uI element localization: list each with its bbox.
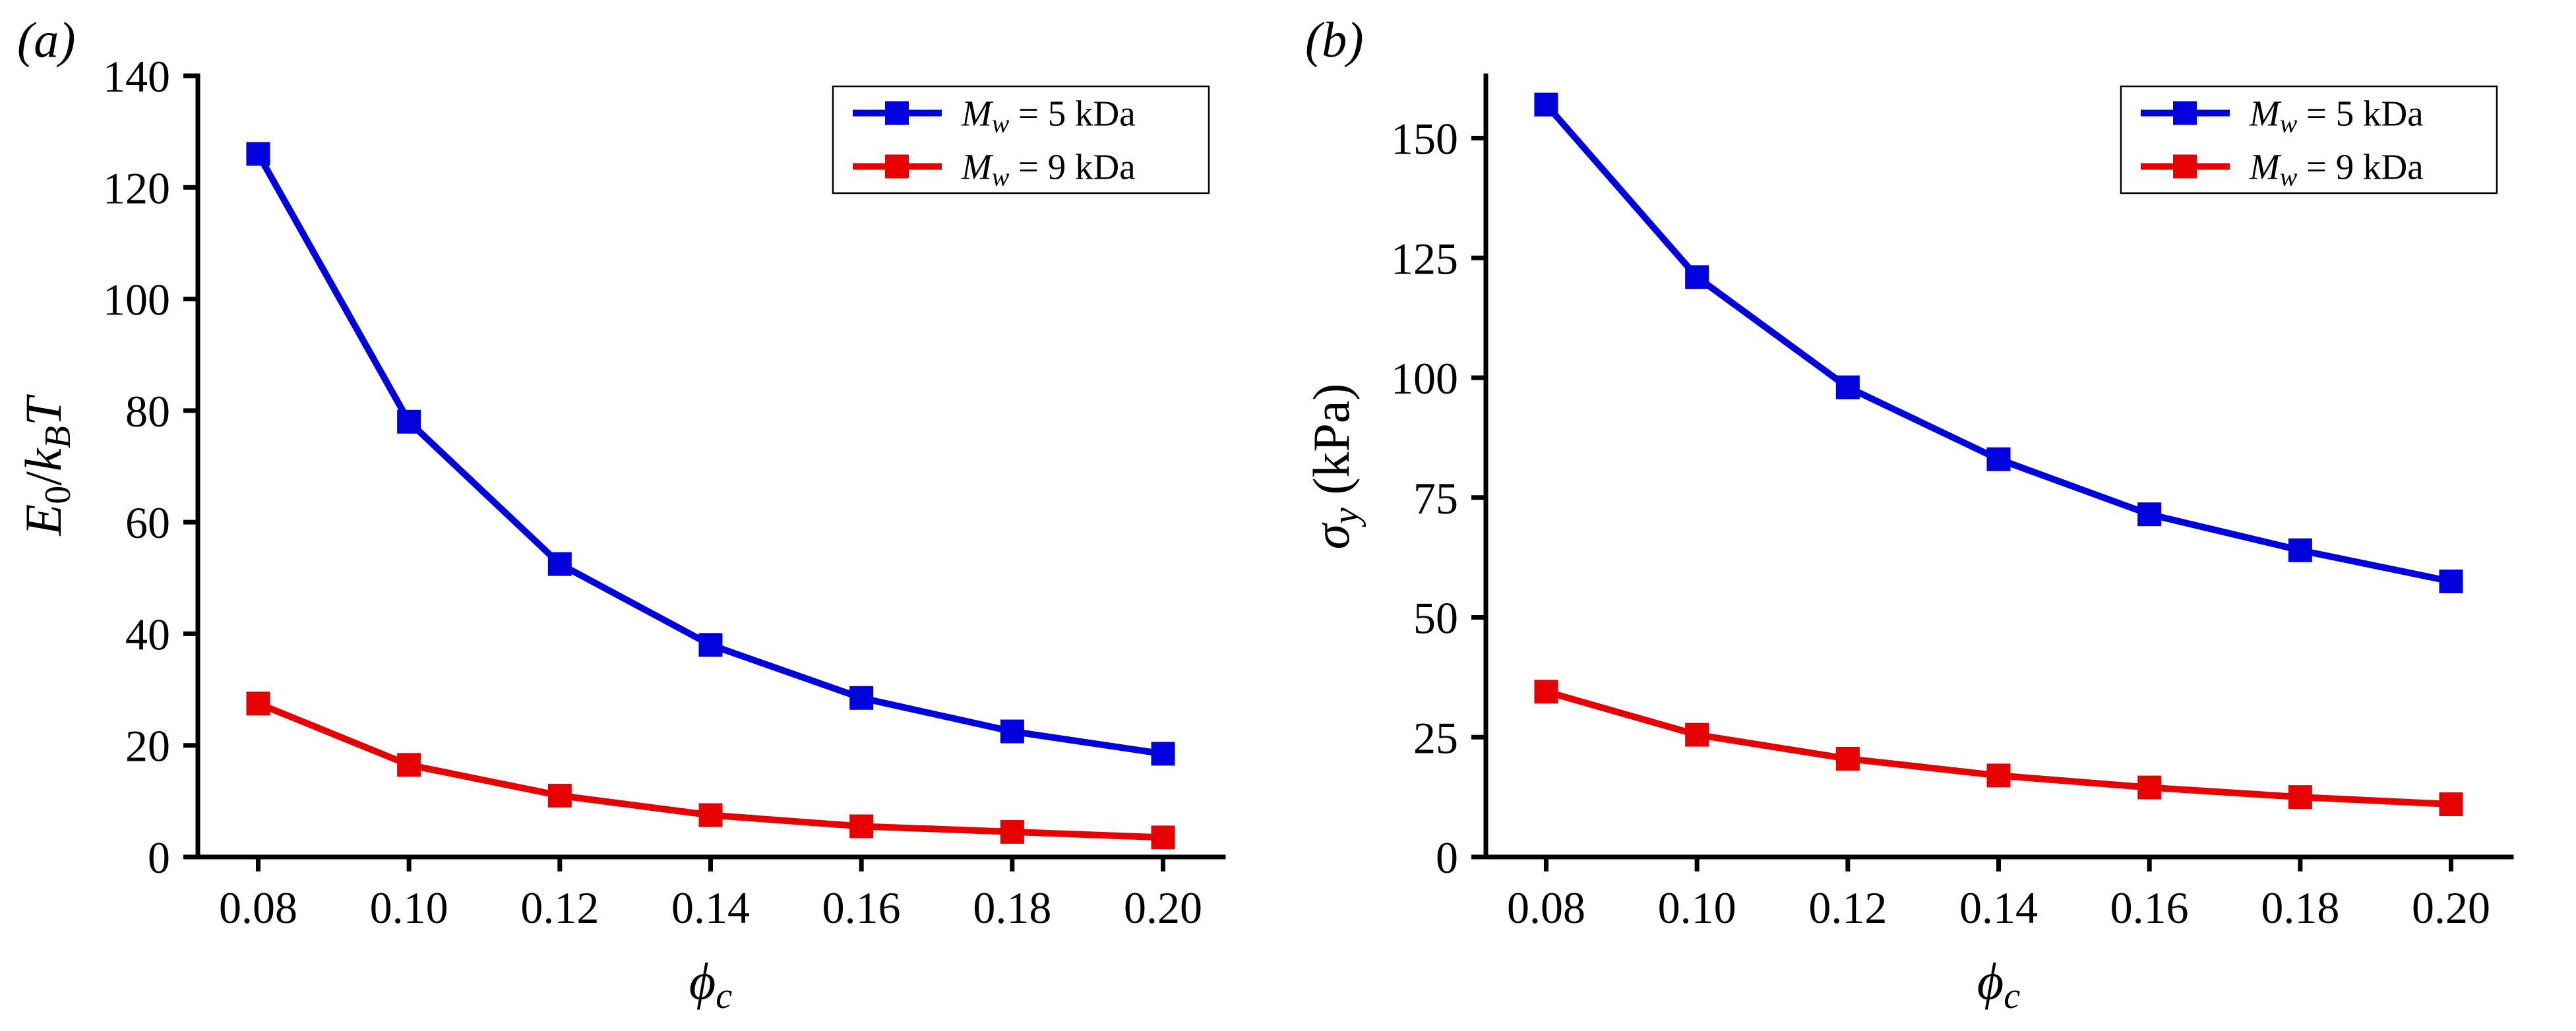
series-marker <box>1000 819 1024 844</box>
chart-panel-b: (b) 0.08 0.10 0.12 0.14 0.16 0.18 0.20 0 25 50 75 10… <box>1303 13 2514 1016</box>
y-tick-label: 140 <box>103 51 170 102</box>
y-axis-label: E0/kBT <box>15 394 78 536</box>
x-tick-label: 0.10 <box>1658 883 1736 933</box>
series-marker <box>1000 719 1024 744</box>
series-marker <box>397 409 421 434</box>
series-marker <box>547 552 572 576</box>
y-tick-label: 100 <box>103 275 170 325</box>
x-tick-label: 0.16 <box>822 883 901 933</box>
x-tick-label: 0.14 <box>671 883 750 933</box>
legend-label: Mw = 5 kDa <box>961 94 1136 138</box>
legend-label: Mw = 5 kDa <box>2249 94 2424 138</box>
x-axis-label: ϕc <box>1977 953 2020 1016</box>
series-marker <box>1986 447 2011 471</box>
series-marker <box>698 633 723 657</box>
legend-marker <box>2173 154 2197 179</box>
y-tick-label: 100 <box>1391 353 1458 403</box>
series-marker <box>1151 825 1175 850</box>
y-tick-label: 50 <box>1413 593 1458 643</box>
series-marker <box>246 692 270 716</box>
series-marker <box>849 814 874 839</box>
series-marker <box>2288 785 2312 810</box>
series-marker <box>1151 742 1175 766</box>
x-tick-label: 0.12 <box>520 883 599 933</box>
series-marker <box>2137 502 2162 527</box>
y-tick-label: 150 <box>1391 114 1458 164</box>
legend-marker <box>885 101 909 125</box>
legend-marker <box>885 154 909 179</box>
series-marker <box>1534 92 1558 117</box>
x-tick-label: 0.20 <box>2412 883 2490 933</box>
series-line <box>255 150 1167 757</box>
series-marker <box>1685 265 1709 289</box>
series-marker <box>397 753 421 777</box>
legend-label: Mw = 9 kDa <box>961 147 1136 192</box>
series-marker <box>1986 763 2011 788</box>
x-tick-label: 0.14 <box>1959 883 2038 933</box>
y-tick-label: 75 <box>1413 473 1458 523</box>
legend-marker <box>2173 101 2197 125</box>
x-tick-label: 0.08 <box>219 883 297 933</box>
series-marker <box>547 783 572 808</box>
series-marker <box>246 142 270 166</box>
series-marker <box>2137 775 2162 800</box>
series-marker <box>1685 722 1709 747</box>
chart-panel-a: (a) 0.08 0.10 0.12 0.14 0.16 0.18 0.20 0 20 40 60 80… <box>15 13 1226 1016</box>
x-tick-label: 0.08 <box>1507 883 1585 933</box>
series-marker <box>1534 680 1558 704</box>
y-tick-label: 80 <box>125 386 170 436</box>
x-tick-label: 0.12 <box>1808 883 1887 933</box>
series-marker <box>1835 375 1860 399</box>
x-tick-label: 0.10 <box>370 883 448 933</box>
x-tick-label: 0.18 <box>973 883 1051 933</box>
series-marker <box>698 803 723 827</box>
y-tick-label: 60 <box>125 498 170 548</box>
y-tick-label: 120 <box>103 163 170 213</box>
x-tick-label: 0.18 <box>2261 883 2339 933</box>
panel-label: (b) <box>1305 13 1364 68</box>
y-tick-label: 0 <box>1436 833 1458 883</box>
y-tick-label: 0 <box>148 833 170 883</box>
y-axis-label: σy (kPa) <box>1303 384 1366 550</box>
series-marker <box>849 686 874 710</box>
y-tick-label: 20 <box>125 721 170 771</box>
series-marker <box>2439 792 2463 817</box>
x-tick-label: 0.20 <box>1124 883 1202 933</box>
series-marker <box>2288 538 2312 562</box>
panel-label: (a) <box>17 13 76 68</box>
y-tick-label: 40 <box>125 609 170 659</box>
x-axis-label: ϕc <box>689 953 732 1016</box>
series-marker <box>1835 746 1860 771</box>
y-tick-label: 25 <box>1413 713 1458 763</box>
series-marker <box>2439 569 2463 593</box>
y-tick-label: 125 <box>1391 233 1458 283</box>
legend-label: Mw = 9 kDa <box>2249 147 2424 192</box>
x-tick-label: 0.16 <box>2110 883 2189 933</box>
